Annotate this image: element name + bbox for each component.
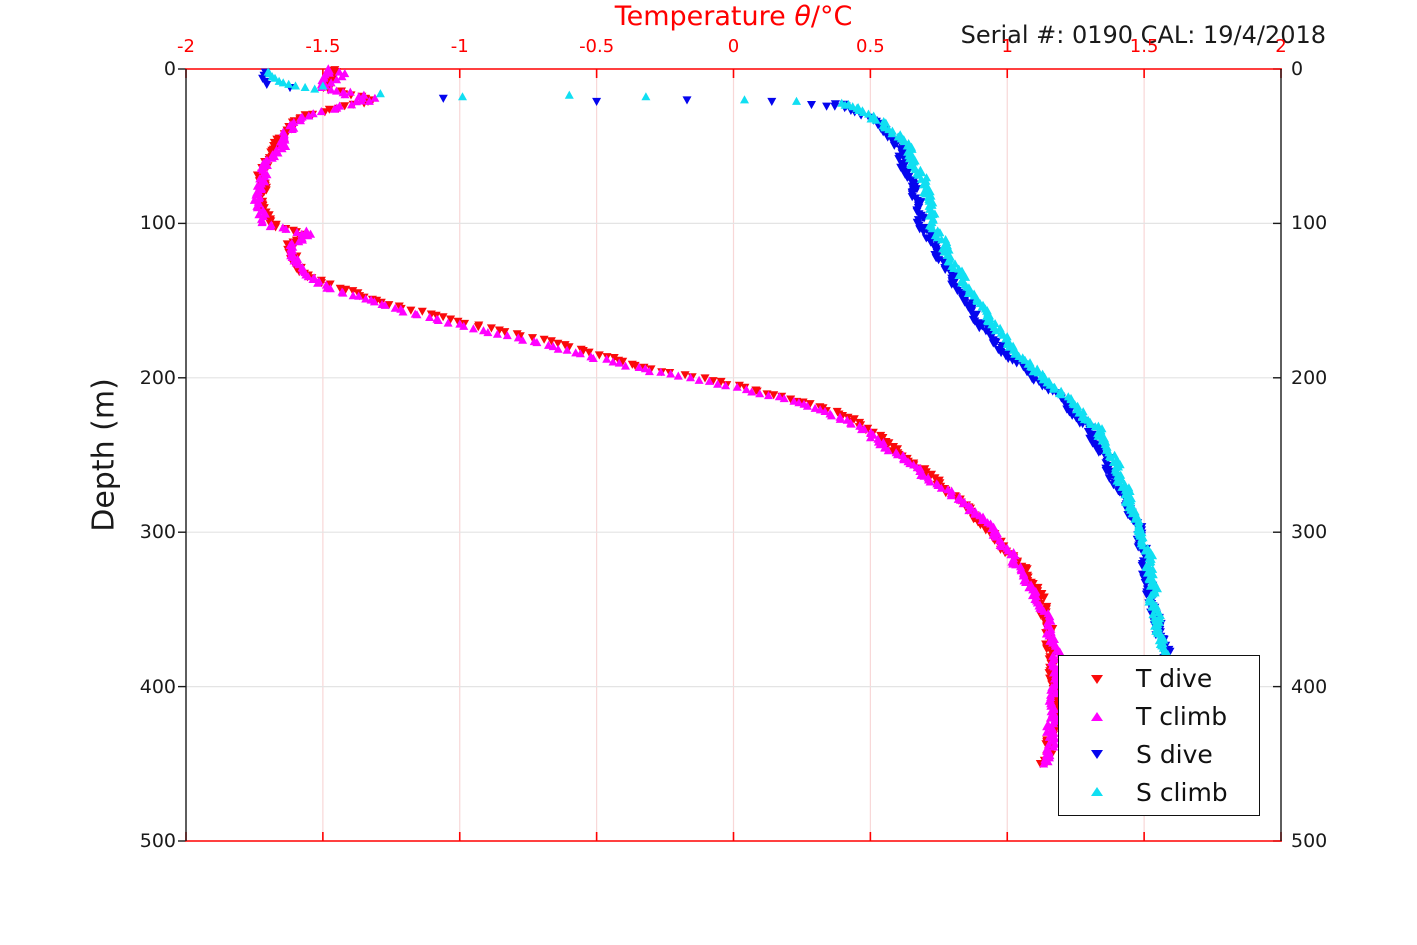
x-tick-label: 0 [727, 36, 740, 57]
legend-item-t-dive: T dive [1059, 664, 1259, 693]
legend-item-s-climb: S climb [1059, 778, 1259, 807]
y-tick-label-left: 100 [139, 212, 176, 235]
y-tick-label-right: 300 [1291, 521, 1328, 544]
y-tick-label-left: 0 [163, 58, 176, 80]
legend-label: T climb [1136, 702, 1228, 732]
x-tick-label: 1 [1001, 36, 1013, 57]
chart-title-suffix: /°C [810, 1, 853, 32]
x-tick-label: 2 [1275, 36, 1287, 57]
series-s-climb [263, 67, 1174, 666]
y-tick-label-right: 400 [1291, 675, 1328, 698]
y-tick-label-right: 200 [1291, 366, 1328, 389]
series-t-climb [249, 64, 1065, 768]
x-tick-label: -1.5 [305, 36, 341, 57]
legend-label: T dive [1136, 664, 1213, 694]
x-tick-label: -2 [177, 36, 195, 57]
triangle-up-icon [1091, 787, 1103, 797]
x-tick-label: -0.5 [579, 36, 615, 57]
series-t-dive [252, 66, 1066, 769]
theta-symbol: θ [794, 1, 811, 32]
triangle-down-icon [1091, 750, 1103, 760]
y-tick-label-left: 400 [139, 675, 176, 698]
legend-item-s-dive: S dive [1059, 740, 1259, 769]
x-tick-label: -1 [450, 36, 469, 57]
triangle-down-icon [1091, 674, 1103, 684]
legend: T dive T climb S dive S climb [1058, 655, 1260, 816]
legend-label: S climb [1136, 777, 1228, 807]
legend-item-t-climb: T climb [1059, 702, 1259, 731]
chart-title-prefix: Temperature [614, 1, 795, 32]
serial-annotation: Serial #: 0190 CAL: 19/4/2018 [960, 21, 1326, 49]
chart-title: Temperature θ/°C [186, 1, 1281, 32]
x-tick-label: 0.5 [856, 36, 885, 57]
triangle-up-icon [1091, 711, 1103, 721]
y-tick-label-left: 200 [139, 366, 176, 389]
legend-label: S dive [1136, 739, 1213, 769]
y-tick-label-left: 500 [139, 830, 176, 852]
x-tick-label: 1.5 [1129, 36, 1159, 57]
y-tick-label-right: 0 [1291, 58, 1304, 80]
y-tick-label-right: 500 [1291, 830, 1328, 852]
y-tick-label-right: 100 [1291, 212, 1328, 235]
y-tick-label-left: 300 [139, 521, 176, 544]
